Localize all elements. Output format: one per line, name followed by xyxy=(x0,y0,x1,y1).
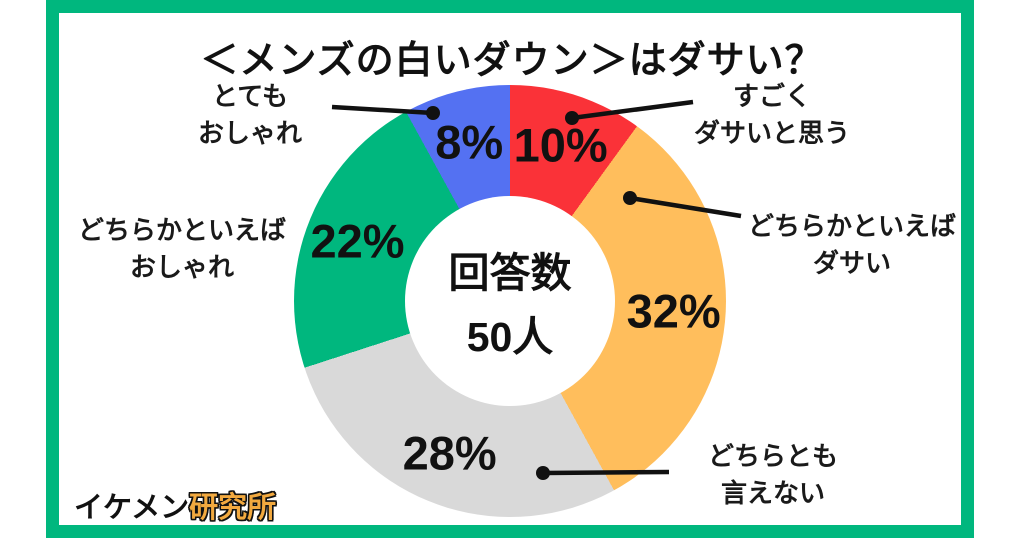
center-label-responses: 回答数 xyxy=(448,250,572,297)
callout-label-line: おしゃれ xyxy=(129,251,234,282)
callout-label-line: どちらかといえば xyxy=(77,215,286,245)
callout-label-dochira-dasai: どちらかといえば ダサい xyxy=(740,208,964,282)
brand-name-black: イケメン xyxy=(74,492,190,524)
callout-label-line: 言えない xyxy=(720,477,825,508)
callout-label-dochira-oshare: どちらかといえば おしゃれ xyxy=(70,212,294,286)
callout-label-dochiratomo: どちらとも 言えない xyxy=(661,438,885,512)
percent-label-28: 28% xyxy=(402,426,497,480)
percent-label-10: 10% xyxy=(513,118,608,172)
callout-label-line: ダサいと思う xyxy=(693,117,850,148)
percent-label-22: 22% xyxy=(310,214,405,268)
center-label-count: 50人 xyxy=(466,314,554,360)
brand-logo: イケメン研究所 xyxy=(74,484,276,526)
callout-label-sugoku-dasai: すごく ダサいと思う xyxy=(660,78,884,152)
brand-name-orange: 研究所 xyxy=(189,492,277,524)
callout-label-line: ダサい xyxy=(812,247,891,278)
callout-label-line: どちらとも xyxy=(707,441,838,471)
percent-label-32: 32% xyxy=(626,284,721,338)
page-title: ＜メンズの白いダウン＞はダサい？ xyxy=(200,40,824,82)
callout-label-totemo-oshare: とても おしゃれ xyxy=(170,78,330,152)
donut-chart: 回答数 50人 10% 32% 28% 22% 8% xyxy=(294,85,726,517)
donut-center-hole: 回答数 50人 xyxy=(405,196,615,406)
callout-label-line: どちらかといえば xyxy=(747,211,956,241)
callout-label-line: とても xyxy=(212,81,288,111)
percent-label-8: 8% xyxy=(435,115,504,169)
callout-label-line: すごく xyxy=(732,81,811,111)
callout-label-line: おしゃれ xyxy=(197,117,302,148)
